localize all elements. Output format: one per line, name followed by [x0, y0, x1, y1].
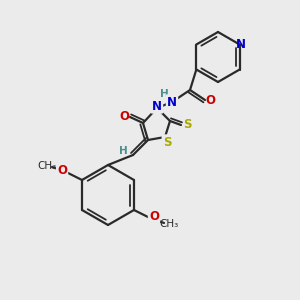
Text: O: O — [205, 94, 215, 106]
Text: N: N — [152, 100, 162, 112]
Text: S: S — [183, 118, 191, 130]
Text: N: N — [236, 38, 246, 51]
Text: N: N — [167, 95, 177, 109]
Text: CH₃: CH₃ — [38, 161, 57, 171]
Text: O: O — [57, 164, 67, 178]
Text: H: H — [160, 89, 168, 99]
Text: H: H — [118, 146, 127, 156]
Text: S: S — [163, 136, 171, 148]
Text: O: O — [119, 110, 129, 124]
Text: CH₃: CH₃ — [159, 219, 178, 229]
Text: O: O — [149, 211, 159, 224]
